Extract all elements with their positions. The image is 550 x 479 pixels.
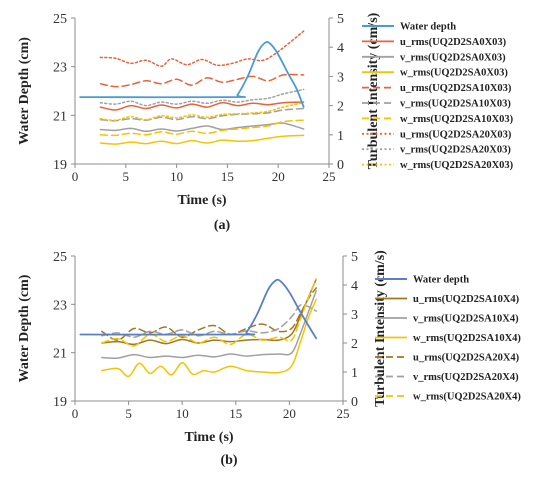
x-tick-label: 5 — [125, 406, 132, 421]
x-tick-label: 10 — [176, 406, 189, 421]
legend-label: w_rms(UQ2D2SA0X03) — [400, 68, 508, 79]
x-tick-label: 0 — [72, 169, 79, 184]
legend-label: v_rms(UQ2D2SA10X4) — [413, 314, 519, 325]
legend-label: w_rms(UQ2D2SA20X03) — [400, 160, 514, 171]
y-tick-label-left: 23 — [53, 61, 67, 76]
y-axis-title-right: Turbulent Intensity (cm/s) — [366, 12, 381, 169]
series-line — [99, 119, 305, 137]
legend-label: u_rms(UQ2D2SA20X4) — [413, 353, 520, 364]
series-line — [99, 73, 305, 88]
legend: Water depth u_rms(UQ2D2SA10X4) v_rms(UQ2D2… — [375, 275, 521, 403]
series-group — [79, 278, 318, 378]
legend-label: w_rms(UQ2D2SA10X4) — [413, 333, 521, 344]
series-line — [101, 287, 317, 341]
series-line — [99, 122, 305, 133]
x-tick-label: 5 — [123, 169, 130, 184]
series-line — [99, 88, 305, 107]
x-axis-title: Time (s) — [184, 430, 233, 445]
series-line — [99, 101, 305, 121]
y-tick-label-left: 19 — [53, 395, 67, 410]
series-line — [99, 101, 305, 111]
x-tick-label: 20 — [283, 406, 296, 421]
series-line — [101, 278, 317, 347]
legend-label: u_rms(UQ2D2SA10X03) — [400, 83, 512, 94]
legend-label: v_rms(UQ2D2SA0X03) — [400, 52, 506, 63]
y-tick-label-right: 2 — [351, 337, 358, 352]
legend-label: u_rms(UQ2D2SA0X03) — [400, 37, 507, 48]
series-line — [79, 41, 305, 108]
legend-label: Water depth — [400, 22, 456, 33]
x-tick-label: 25 — [323, 169, 336, 184]
y-tick-label-right: 1 — [351, 366, 358, 381]
y-tick-label-left: 21 — [53, 109, 67, 124]
y-tick-label-right: 3 — [351, 308, 358, 323]
y-tick-label-right: 3 — [337, 70, 344, 85]
y-tick-label-left: 25 — [53, 250, 67, 265]
x-tick-label: 25 — [337, 406, 350, 421]
x-tick-label: 0 — [72, 406, 79, 421]
legend: Water depth u_rms(UQ2D2SA0X03) v_rms(UQ2D2… — [362, 22, 514, 171]
series-group — [79, 30, 305, 145]
y-tick-label-left: 25 — [53, 12, 67, 27]
series-line — [99, 134, 305, 145]
series-line — [79, 278, 318, 340]
x-tick-label: 15 — [221, 169, 234, 184]
legend-label: Water depth — [413, 275, 469, 286]
legend-label: v_rms(UQ2D2SA20X4) — [413, 372, 519, 383]
y-tick-label-right: 4 — [337, 41, 344, 56]
y-tick-label-right: 1 — [337, 129, 344, 144]
panel-label: (a) — [214, 218, 231, 233]
y-tick-label-left: 19 — [53, 158, 67, 173]
series-line — [99, 30, 305, 67]
legend-label: v_rms(UQ2D2SA10X03) — [400, 99, 511, 110]
series-line — [101, 298, 317, 378]
y-axis-title-right: Turbulent Intensity (cm/s) — [373, 250, 388, 407]
y-tick-label-right: 5 — [351, 250, 358, 265]
legend-label: w_rms(UQ2D2SA10X03) — [400, 114, 514, 125]
x-tick-label: 15 — [229, 406, 242, 421]
y-tick-label-left: 21 — [53, 347, 67, 362]
legend-label: w_rms(UQ2D2SA20X4) — [413, 392, 521, 403]
y-tick-label-right: 0 — [351, 395, 358, 410]
legend-label: v_rms(UQ2D2SA20X03) — [400, 145, 511, 156]
series-line — [101, 303, 317, 338]
series-line — [101, 290, 317, 359]
legend-label: u_rms(UQ2D2SA10X4) — [413, 294, 520, 305]
y-tick-label-right: 2 — [337, 100, 344, 115]
y-tick-label-right: 4 — [351, 279, 358, 294]
x-tick-label: 10 — [170, 169, 183, 184]
panel-label: (b) — [220, 453, 237, 468]
series-line — [99, 107, 305, 122]
y-tick-label-right: 5 — [337, 12, 344, 27]
y-tick-label-left: 23 — [53, 298, 67, 313]
y-tick-label-right: 0 — [337, 158, 344, 173]
x-tick-label: 20 — [272, 169, 285, 184]
x-axis-title: Time (s) — [177, 193, 226, 208]
legend-label: u_rms(UQ2D2SA20X03) — [400, 129, 512, 140]
y-axis-title-left: Water Depth (cm) — [17, 274, 32, 382]
y-axis-title-left: Water Depth (cm) — [17, 37, 32, 145]
